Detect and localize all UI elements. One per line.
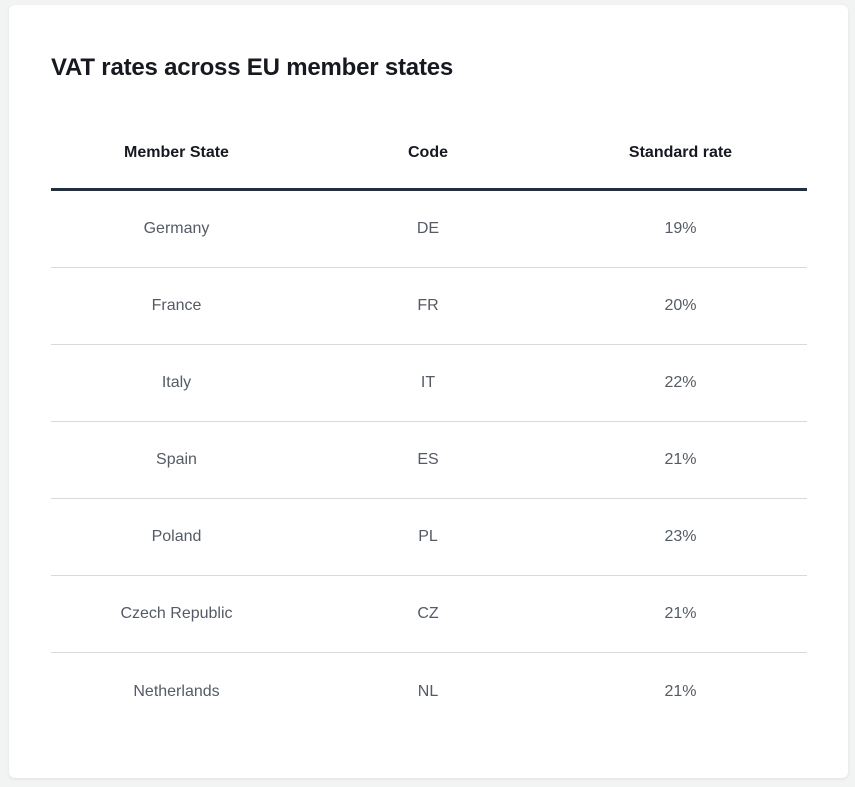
standard-rate-cell: 21% — [664, 682, 697, 700]
member-state-cell: Poland — [151, 528, 202, 545]
table-row: Spain ES 21% — [51, 422, 807, 499]
code-cell: CZ — [417, 605, 439, 622]
member-state-cell: France — [151, 297, 202, 314]
table-row: Czech Republic CZ 21% — [51, 576, 807, 653]
code-cell: NL — [417, 682, 439, 700]
table-row: Italy IT 22% — [51, 345, 807, 422]
member-state-cell: Czech Republic — [120, 605, 233, 622]
standard-rate-cell: 22% — [664, 374, 697, 391]
member-state-cell: Germany — [143, 220, 210, 237]
column-header-member-state: Member State — [124, 143, 229, 161]
page-title: VAT rates across EU member states — [51, 54, 454, 81]
member-state-cell: Spain — [156, 451, 197, 468]
member-state-cell: Italy — [161, 374, 192, 391]
table-header-row: Member State Code Standard rate — [51, 117, 807, 191]
standard-rate-cell: 21% — [664, 605, 697, 622]
code-cell: ES — [417, 451, 439, 468]
column-header-standard-rate: Standard rate — [628, 143, 733, 161]
table-row: Germany DE 19% — [51, 191, 807, 268]
table-row: Netherlands NL 21% — [51, 653, 807, 730]
standard-rate-cell: 20% — [664, 297, 697, 314]
code-cell: PL — [418, 528, 438, 545]
standard-rate-cell: 19% — [664, 220, 697, 237]
standard-rate-cell: 21% — [664, 451, 697, 468]
standard-rate-cell: 23% — [664, 528, 697, 545]
member-state-cell: Netherlands — [133, 682, 220, 700]
code-cell: IT — [420, 374, 436, 391]
code-cell: FR — [417, 297, 439, 314]
vat-rates-table: Member State Code Standard rate Germany … — [51, 117, 807, 730]
column-header-code: Code — [408, 143, 448, 161]
table-row: France FR 20% — [51, 268, 807, 345]
code-cell: DE — [416, 220, 440, 237]
vat-rates-card: VAT rates across EU member states Member… — [9, 5, 848, 778]
table-row: Poland PL 23% — [51, 499, 807, 576]
